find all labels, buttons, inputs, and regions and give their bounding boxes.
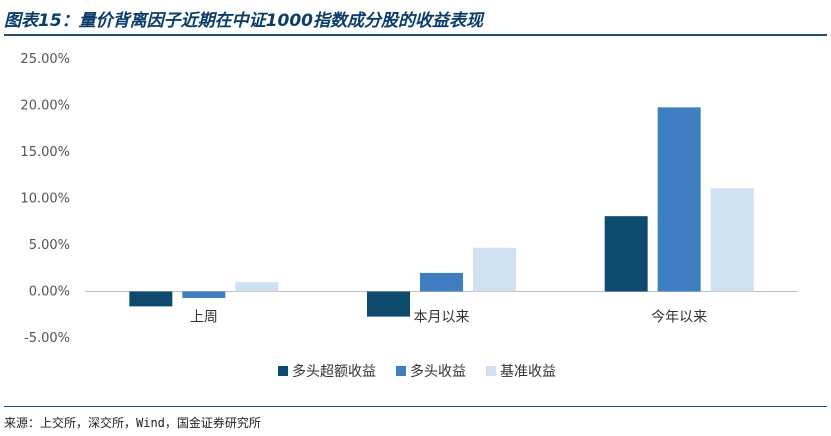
legend-swatch — [486, 366, 496, 376]
bar — [235, 282, 279, 292]
legend-item: 基准收益 — [486, 363, 556, 380]
legend-label: 基准收益 — [500, 363, 556, 380]
y-tick-label: 0.00% — [29, 285, 70, 300]
bar — [473, 247, 516, 292]
category-label: 本月以来 — [414, 310, 470, 326]
bar — [604, 216, 648, 292]
legend-item: 多头超额收益 — [278, 363, 376, 380]
legend: 多头超额收益 多头收益 基准收益 — [278, 363, 556, 380]
y-tick-label: 10.00% — [20, 192, 70, 207]
title-divider — [4, 34, 827, 36]
y-tick-label: 25.00% — [20, 52, 70, 67]
y-tick-label: -5.00% — [24, 331, 70, 346]
bar — [129, 291, 173, 307]
legend-swatch — [278, 366, 288, 376]
y-tick-label: 5.00% — [29, 238, 70, 253]
bar — [657, 107, 701, 292]
y-tick-label: 15.00% — [20, 145, 70, 160]
legend-label: 多头超额收益 — [292, 363, 376, 380]
bar — [367, 291, 410, 317]
y-axis: -5.00% 0.00% 5.00% 10.00% 15.00% 20.00% 25.00% — [20, 52, 70, 346]
bar-group — [129, 107, 754, 317]
bar — [710, 188, 754, 292]
source-note: 来源：上交所，深交所，Wind，国金证券研究所 — [4, 416, 261, 430]
bar — [420, 272, 463, 292]
bar-chart: -5.00% 0.00% 5.00% 10.00% 15.00% 20.00% 25.00%… — [20, 52, 798, 380]
y-tick-label: 20.00% — [20, 99, 70, 114]
category-labels: 上周 本月以来 今年以来 — [190, 310, 707, 326]
category-label: 上周 — [190, 310, 218, 326]
chart-title: 图表15：量价背离因子近期在中证1000指数成分股的收益表现 — [4, 11, 483, 31]
legend-label: 多头收益 — [410, 363, 466, 380]
legend-swatch — [396, 366, 406, 376]
footer-divider — [4, 406, 827, 407]
category-label: 今年以来 — [651, 310, 707, 326]
bar — [182, 291, 226, 299]
legend-item: 多头收益 — [396, 363, 466, 380]
